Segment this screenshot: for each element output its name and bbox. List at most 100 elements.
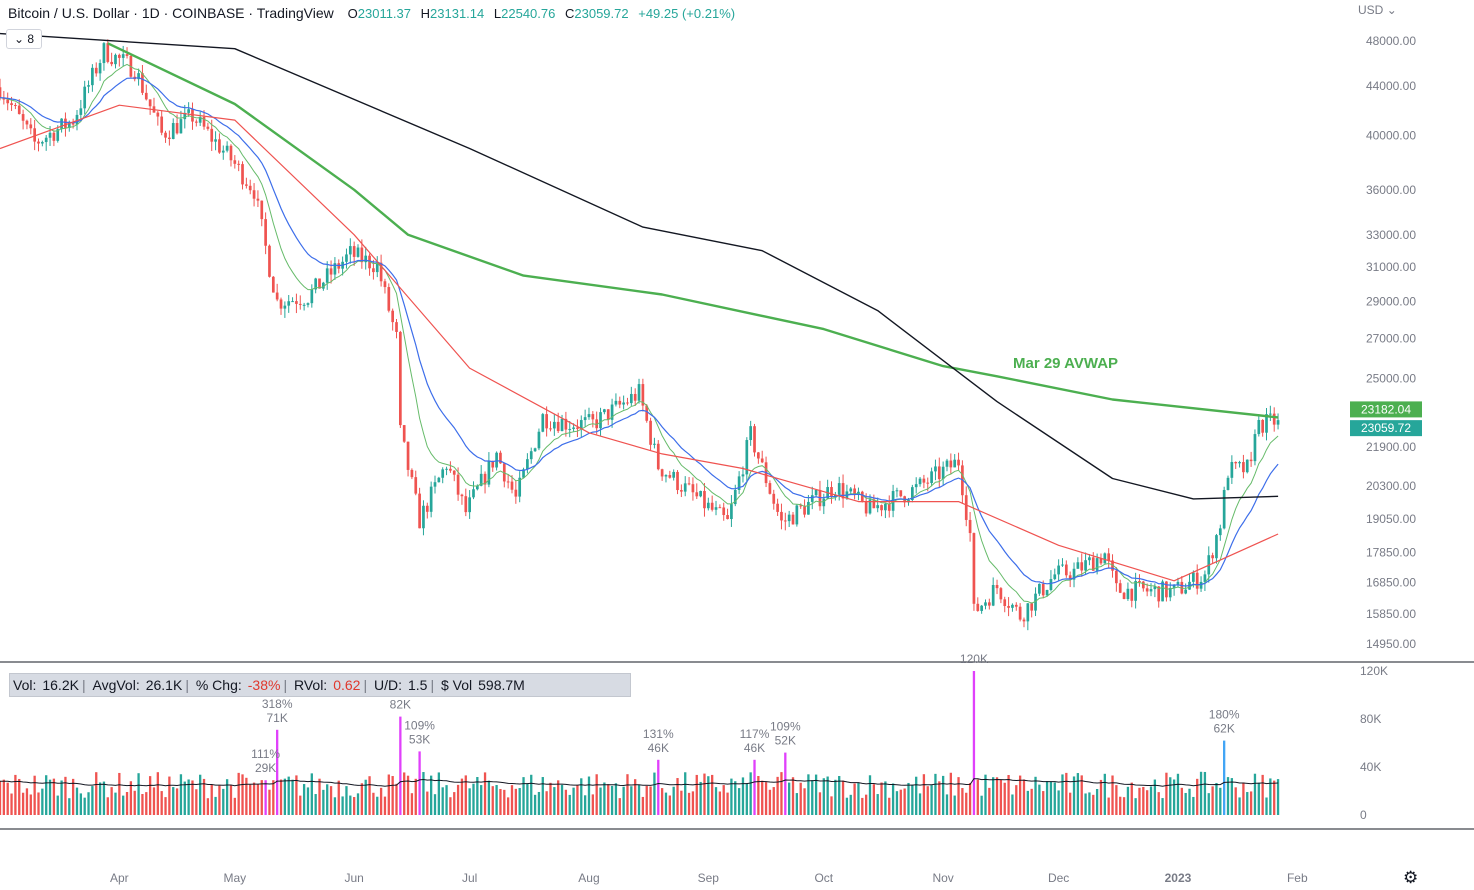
volume-bar bbox=[703, 773, 706, 815]
volume-bar bbox=[1276, 779, 1280, 815]
candle-body bbox=[291, 301, 294, 303]
indicators-toggle-button[interactable]: ⌄ 8 bbox=[6, 29, 42, 49]
candle-body bbox=[518, 477, 522, 497]
candle-body bbox=[144, 92, 148, 100]
volume-pct-label: 109% bbox=[770, 720, 801, 734]
candle-body bbox=[1168, 587, 1172, 598]
volume-bar bbox=[1238, 797, 1241, 815]
volume-bar bbox=[684, 772, 687, 815]
volume-bar bbox=[256, 784, 260, 815]
candle-body bbox=[1176, 581, 1180, 585]
candle-body bbox=[2, 97, 6, 100]
volume-bar bbox=[537, 791, 541, 815]
volume-bar bbox=[2, 779, 6, 815]
volume-bar bbox=[1219, 787, 1222, 815]
volume-bar bbox=[1207, 793, 1210, 815]
candle-body bbox=[1161, 581, 1164, 602]
volume-bar bbox=[915, 776, 918, 815]
volume-bar bbox=[341, 796, 344, 815]
volume-bar bbox=[784, 752, 787, 815]
volume-bar bbox=[64, 776, 67, 815]
symbol-title: Bitcoin / U.S. Dollar · 1D · COINBASE · … bbox=[8, 5, 334, 21]
candle-body bbox=[633, 393, 637, 401]
volume-bar bbox=[1045, 781, 1049, 815]
candle-body bbox=[187, 109, 190, 113]
volume-bar bbox=[449, 797, 452, 815]
volume-bar bbox=[884, 781, 887, 815]
volume-bar bbox=[353, 797, 356, 815]
volume-bar bbox=[229, 785, 233, 815]
volume-bar bbox=[306, 787, 310, 815]
volume-bar bbox=[1018, 775, 1022, 815]
candle-body bbox=[10, 103, 13, 106]
candle-body bbox=[514, 489, 518, 497]
volume-bar bbox=[1172, 779, 1176, 815]
volume-bar bbox=[468, 788, 471, 815]
time-tick-label: 2023 bbox=[1165, 871, 1192, 885]
volume-bar bbox=[222, 788, 225, 815]
volume-bar bbox=[680, 790, 683, 815]
volume-bar bbox=[329, 786, 333, 815]
volume-bar bbox=[460, 778, 464, 815]
volume-bar bbox=[999, 779, 1003, 815]
candle-body bbox=[21, 114, 25, 121]
candle-body bbox=[1045, 590, 1049, 596]
settings-gear-icon[interactable]: ⚙ bbox=[1403, 868, 1419, 887]
candle-body bbox=[214, 139, 217, 142]
candle-body bbox=[29, 124, 33, 129]
volume-bar bbox=[930, 785, 933, 815]
candle-body bbox=[1118, 583, 1122, 593]
candle-body bbox=[649, 420, 652, 445]
volume-pct-label: 131% bbox=[643, 727, 674, 741]
volume-bar bbox=[526, 783, 529, 815]
volume-bar bbox=[668, 795, 671, 815]
candle-body bbox=[1057, 565, 1060, 575]
volume-bar bbox=[276, 729, 279, 815]
time-axis[interactable]: Apr May Jun Jul Aug Sep Oct Nov Dec 2023 Feb bbox=[110, 871, 1308, 885]
currency-selector[interactable]: USD ⌄ bbox=[1358, 3, 1397, 17]
candle-body bbox=[614, 400, 618, 405]
volume-bar bbox=[564, 789, 568, 815]
candle-body bbox=[860, 491, 864, 501]
candle-body bbox=[221, 150, 225, 153]
volume-bar bbox=[868, 775, 872, 815]
volume-bar bbox=[530, 774, 533, 815]
volume-bar bbox=[437, 772, 441, 815]
candle-body bbox=[772, 493, 776, 504]
price-tick-label: 44000.00 bbox=[1366, 79, 1416, 93]
volume-bar bbox=[1107, 797, 1110, 815]
volume-bar bbox=[52, 778, 56, 815]
candle-body bbox=[1145, 588, 1149, 592]
candle-body bbox=[849, 488, 853, 492]
volume-bar bbox=[695, 774, 698, 815]
candle-body bbox=[472, 489, 475, 498]
volume-bar bbox=[418, 751, 421, 815]
moving-average-lines: Mar 29 AVWAP bbox=[0, 32, 1279, 604]
volume-bar bbox=[279, 779, 283, 815]
volume-bar bbox=[326, 784, 329, 815]
volume-annotations: 111%29K318%71K272%82K109%53K131%46K117%4… bbox=[251, 652, 1240, 775]
price-axis[interactable]: 48000.00 44000.00 40000.00 36000.00 33000.00… bbox=[1366, 34, 1416, 651]
time-tick-label: Feb bbox=[1287, 871, 1308, 885]
candle-body bbox=[552, 421, 556, 429]
candle-body bbox=[595, 419, 599, 429]
candle-body bbox=[768, 483, 772, 494]
ud-label: U/D: bbox=[373, 677, 402, 693]
candle-body bbox=[79, 108, 83, 115]
candles bbox=[0, 39, 1280, 631]
candle-body bbox=[1218, 528, 1222, 536]
candle-body bbox=[972, 533, 976, 604]
volume-bar bbox=[961, 788, 964, 815]
candle-body bbox=[106, 43, 110, 62]
volume-bar bbox=[183, 781, 186, 815]
candle-body bbox=[402, 425, 406, 442]
volume-bar bbox=[133, 790, 136, 815]
candle-body bbox=[345, 254, 348, 262]
candle-body bbox=[868, 499, 872, 514]
candle-body bbox=[626, 402, 629, 404]
volume-axis[interactable]: 120K 80K 40K 0 bbox=[1360, 664, 1388, 822]
price-tick-label: 40000.00 bbox=[1366, 128, 1416, 142]
candle-body bbox=[437, 477, 441, 483]
candle-body bbox=[75, 114, 79, 125]
